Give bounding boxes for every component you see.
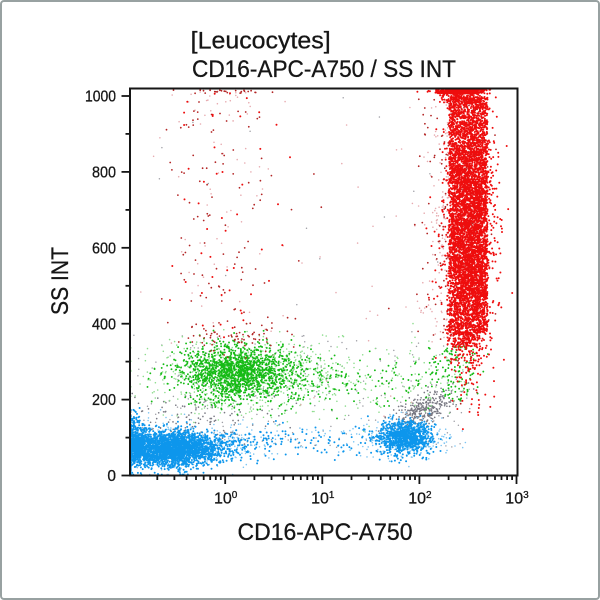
svg-text:800: 800 [92,165,116,182]
svg-text:CD16-APC-A750: CD16-APC-A750 [238,519,413,546]
svg-text:103: 103 [505,490,529,508]
svg-text:200: 200 [92,392,116,409]
svg-text:0: 0 [107,468,116,485]
svg-text:100: 100 [214,490,238,508]
svg-text:[Leucocytes]: [Leucocytes] [191,27,331,54]
svg-text:101: 101 [311,490,335,508]
svg-text:SS INT: SS INT [47,247,74,315]
svg-text:CD16-APC-A750 / SS INT: CD16-APC-A750 / SS INT [192,56,456,83]
svg-text:600: 600 [92,240,116,257]
svg-text:1000: 1000 [85,89,116,106]
svg-text:400: 400 [92,316,116,333]
svg-text:102: 102 [408,490,432,508]
